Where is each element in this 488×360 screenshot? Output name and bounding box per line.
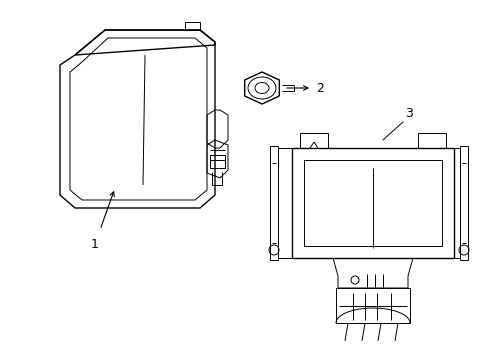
Text: 1: 1 (91, 238, 99, 251)
Text: 2: 2 (315, 81, 323, 95)
Text: 3: 3 (404, 107, 412, 120)
